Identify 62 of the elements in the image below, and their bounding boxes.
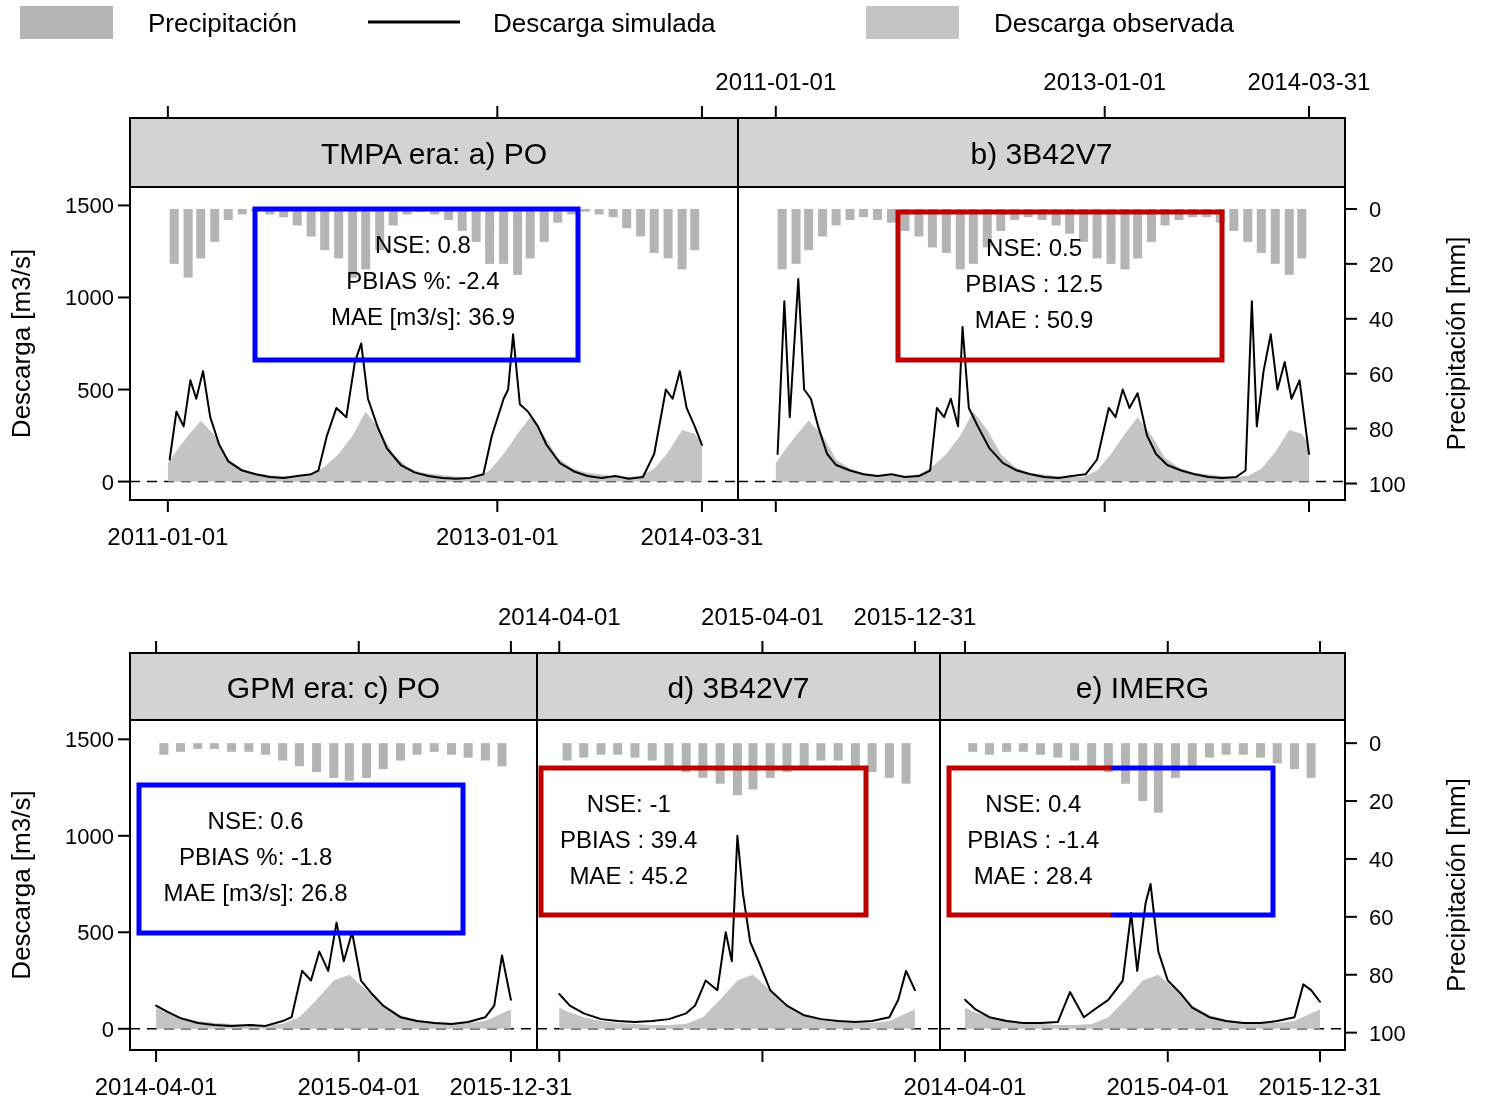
y2-tick-label: 60 [1369,904,1394,930]
y-axis-title: Descarga [m3/s] [6,790,36,980]
y2-axis-title: Precipitación [mm] [1441,778,1471,992]
x-tick-label: 2014-03-31 [1247,68,1371,95]
y2-tick-label: 40 [1369,846,1394,872]
x-tick-label: 2015-04-01 [1106,1073,1230,1100]
chart-title: GPM era: c) PO [226,670,441,704]
y2-tick-label: 60 [1369,361,1394,387]
annotation: NSE: 0.5 [986,234,1083,261]
y2-tick-label: 20 [1369,789,1394,815]
annotation: NSE: 0.4 [985,790,1082,817]
x-tick-label: 2015-12-31 [449,1073,573,1100]
y-tick-label: 500 [77,377,114,403]
y2-tick-label: 40 [1369,306,1394,332]
y2-tick-label: 0 [1369,731,1382,757]
y2-tick-label: 100 [1369,1020,1406,1046]
chart-title: e) IMERG [1075,670,1210,704]
x-tick-label: 2015-04-01 [701,603,824,630]
annotation: MAE : 45.2 [569,862,689,889]
y-tick-label: 1000 [65,823,114,849]
y-tick-label: 500 [77,920,114,946]
annotation: NSE: 0.8 [374,231,471,258]
y-tick-label: 1500 [65,727,114,753]
y-tick-label: 1500 [65,193,114,219]
y2-axis-title: Precipitación [mm] [1441,236,1471,451]
legend-label: Precipitación [148,8,297,38]
annotation: PBIAS %: -2.4 [346,267,500,294]
annotation: MAE [m3/s]: 36.9 [330,303,515,330]
x-tick-label: 2014-04-01 [903,1073,1027,1100]
x-tick-label: 2011-01-01 [107,523,229,550]
x-tick-label: 2014-04-01 [497,603,621,630]
x-tick-label: 2013-01-01 [1043,68,1167,95]
annotation: NSE: 0.6 [207,807,304,834]
annotation: PBIAS : -1.4 [967,826,1100,853]
x-tick-label: 2015-04-01 [297,1073,421,1100]
chart-title: d) 3B42V7 [667,670,810,704]
annotation: PBIAS : 39.4 [560,826,698,853]
x-tick-label: 2014-03-31 [640,523,764,550]
legend-label: Descarga simulada [493,8,717,38]
y2-tick-label: 20 [1369,251,1394,277]
x-tick-label: 2013-01-01 [435,523,559,550]
y-tick-label: 1000 [65,285,114,311]
chart-title: TMPA era: a) PO [320,136,548,170]
y-tick-label: 0 [101,1016,114,1042]
x-tick-label: 2011-01-01 [715,68,837,95]
annotation: NSE: -1 [586,790,671,817]
annotation: MAE [m3/s]: 26.8 [163,879,348,906]
x-tick-label: 2015-12-31 [853,603,977,630]
y2-tick-label: 80 [1369,416,1394,442]
y-axis-title: Descarga [m3/s] [6,248,36,439]
y2-tick-label: 80 [1369,962,1394,988]
y2-tick-label: 100 [1369,471,1406,497]
y-tick-label: 0 [101,469,114,495]
x-tick-label: 2014-04-01 [94,1073,218,1100]
annotation: MAE : 28.4 [973,862,1093,889]
legend-label: Descarga observada [994,8,1235,38]
y2-tick-label: 0 [1369,196,1382,222]
chart-title: b) 3B42V7 [970,136,1113,170]
annotation: PBIAS : 12.5 [965,270,1103,297]
annotation: PBIAS %: -1.8 [178,843,333,870]
annotation: MAE : 50.9 [974,306,1094,333]
x-tick-label: 2015-12-31 [1258,1073,1382,1100]
